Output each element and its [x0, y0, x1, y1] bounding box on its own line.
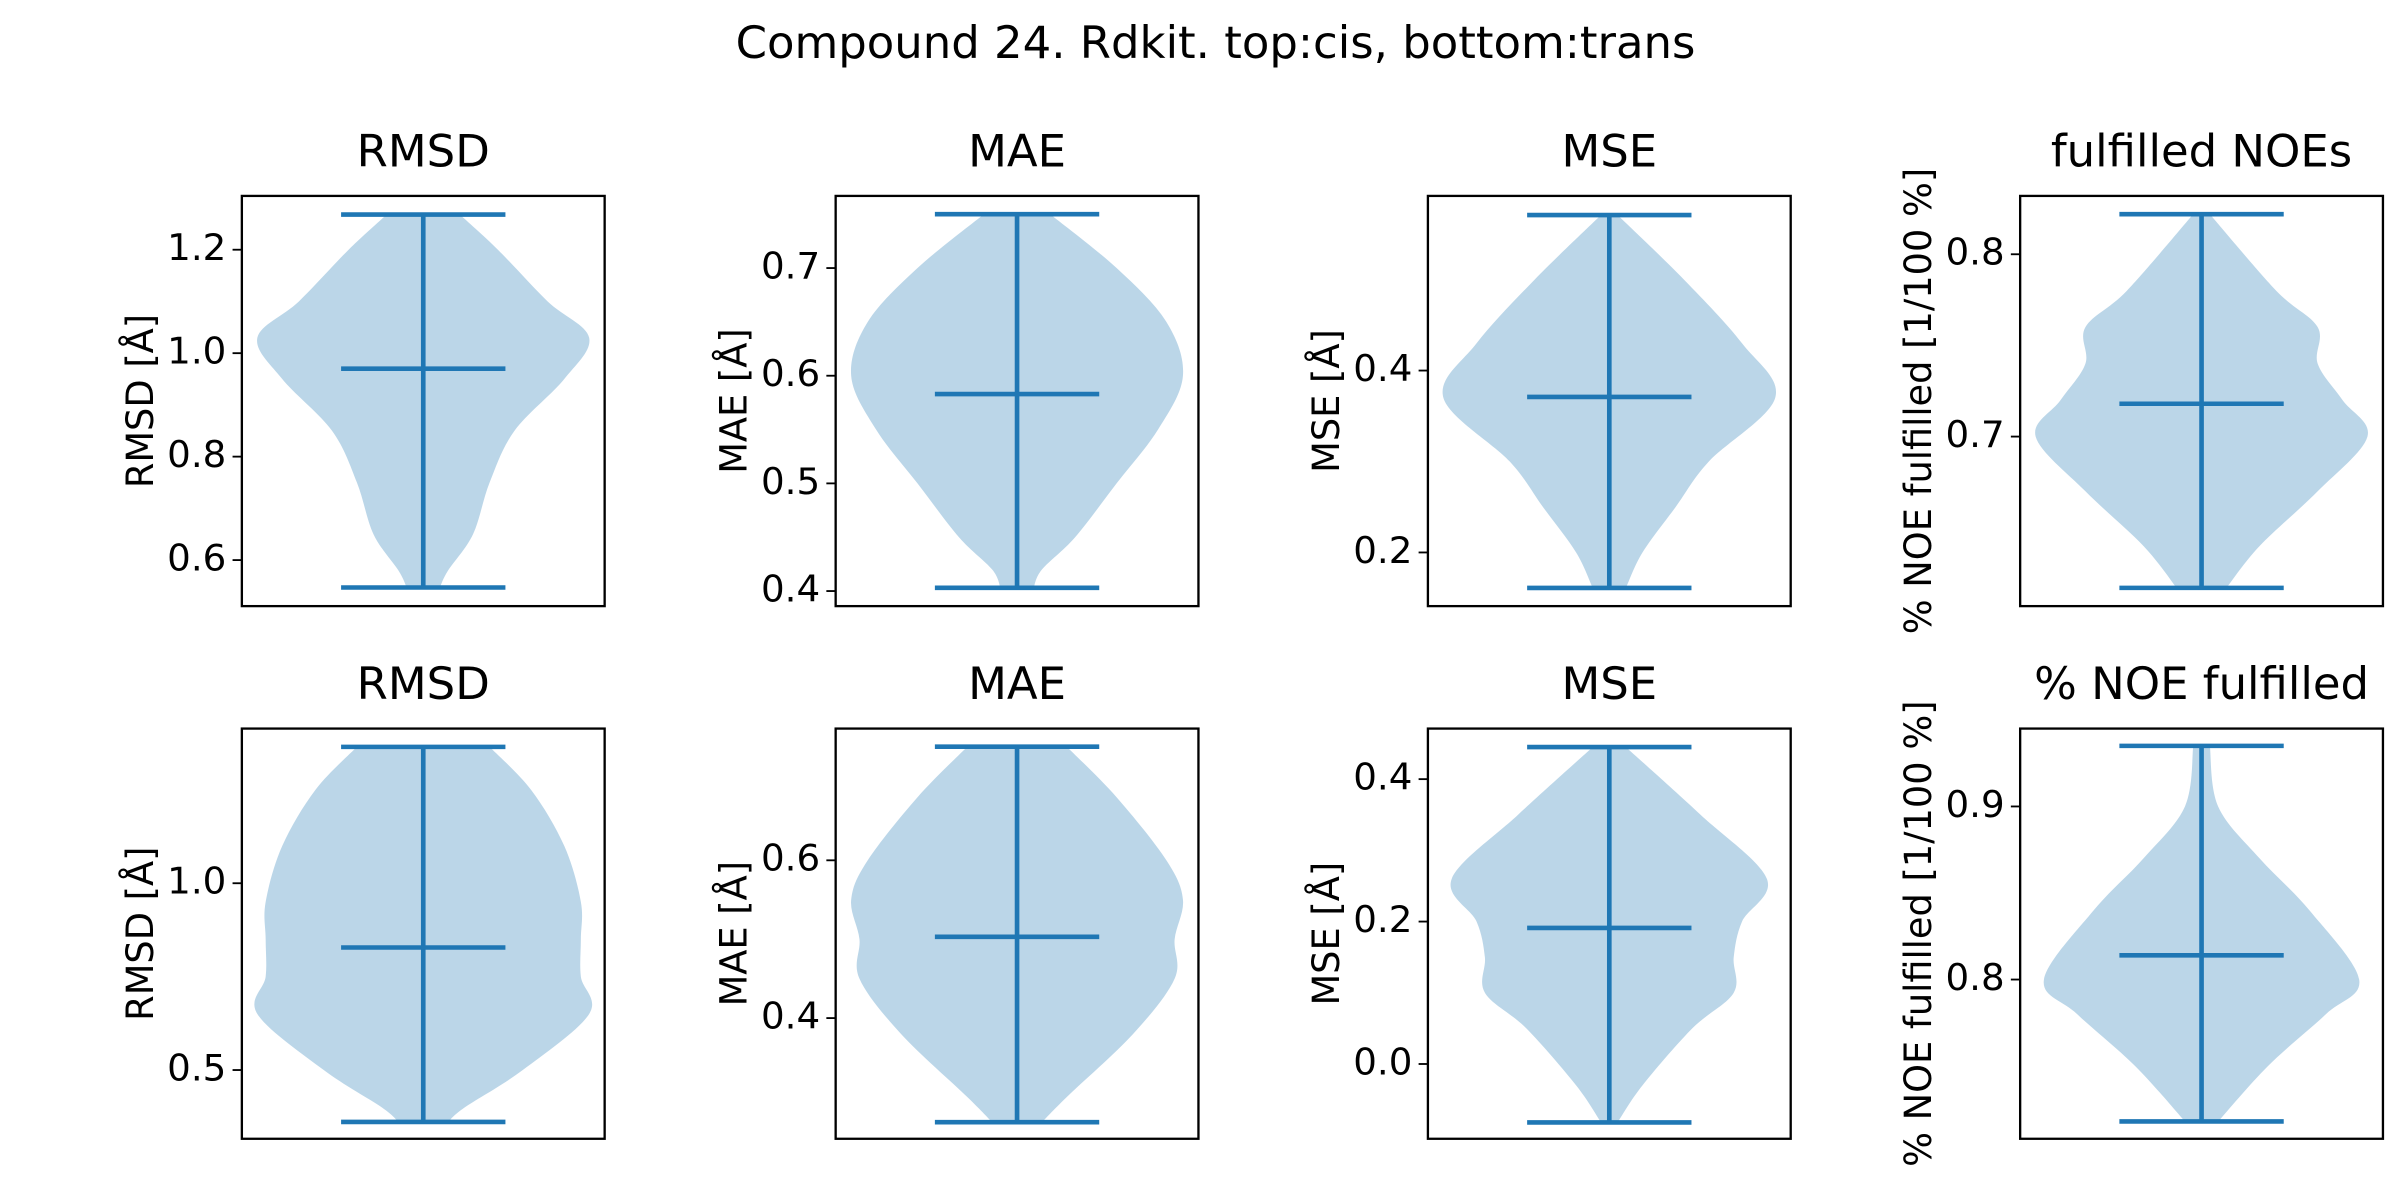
axes-frame — [834, 727, 1200, 1140]
y-tick-label: 1.0 — [167, 330, 226, 373]
subplot-title: fulfilled NOEs — [2051, 126, 2352, 178]
y-tick-label: 0.4 — [1353, 756, 1412, 799]
subplot-title: MAE — [968, 126, 1066, 178]
axes-frame — [240, 727, 606, 1140]
subplot-title: MSE — [1561, 126, 1657, 178]
subplot-title: % NOE fulfilled — [2034, 658, 2369, 710]
subplot-title: RMSD — [357, 658, 490, 710]
y-tick-label: 0.8 — [167, 433, 226, 476]
y-tick-label: 0.6 — [761, 837, 820, 880]
axes-frame — [2018, 727, 2385, 1140]
y-tick-label: 0.7 — [761, 245, 820, 288]
axes-frame — [834, 194, 1200, 608]
y-tick-label: 0.8 — [1945, 231, 2004, 274]
y-axis-label: MAE [Å] — [712, 328, 756, 473]
y-tick-label: 0.9 — [1945, 783, 2004, 826]
y-tick-label: 1.0 — [167, 860, 226, 903]
y-tick-label: 0.4 — [1353, 347, 1412, 390]
y-tick-label: 1.2 — [167, 226, 226, 269]
y-tick-label: 0.2 — [1353, 898, 1412, 941]
axes-frame — [1426, 727, 1792, 1140]
y-axis-label: RMSD [Å] — [118, 314, 162, 488]
subplot-title: MAE — [968, 658, 1066, 710]
subplot-title: RMSD — [357, 126, 490, 178]
y-tick-label: 0.8 — [1945, 956, 2004, 999]
y-axis-label: MSE [Å] — [1304, 329, 1348, 473]
y-tick-label: 0.7 — [1945, 413, 2004, 456]
y-tick-label: 0.5 — [167, 1047, 226, 1090]
y-axis-label: RMSD [Å] — [118, 847, 162, 1021]
axes-frame — [1426, 194, 1792, 608]
y-tick-label: 0.2 — [1353, 529, 1412, 572]
subplot-title: MSE — [1561, 658, 1657, 710]
y-axis-label: MAE [Å] — [712, 861, 756, 1006]
y-axis-label: MSE [Å] — [1304, 862, 1348, 1006]
y-tick-label: 0.5 — [761, 460, 820, 503]
y-axis-label: % NOE fulfilled [1/100 %] — [1897, 700, 1940, 1166]
y-tick-label: 0.4 — [761, 568, 820, 611]
axes-frame — [240, 194, 606, 608]
y-tick-label: 0.0 — [1353, 1041, 1412, 1084]
y-tick-label: 0.4 — [761, 995, 820, 1038]
y-axis-label: % NOE fulfilled [1/100 %] — [1897, 168, 1940, 634]
axes-frame — [2018, 194, 2385, 608]
y-tick-label: 0.6 — [167, 537, 226, 580]
figure-title: Compound 24. Rdkit. top:cis, bottom:tran… — [736, 17, 1696, 69]
y-tick-label: 0.6 — [761, 352, 820, 395]
